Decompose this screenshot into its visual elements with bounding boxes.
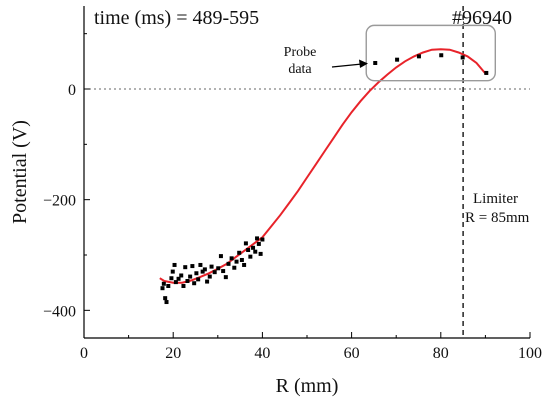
data-point xyxy=(169,276,174,281)
data-point xyxy=(170,269,175,274)
data-point xyxy=(373,60,378,65)
data-point xyxy=(192,281,197,286)
data-point xyxy=(194,271,199,276)
data-point xyxy=(260,237,265,242)
data-point xyxy=(212,270,217,275)
data-point xyxy=(183,265,188,270)
annotations-layer: time (ms) = 489-595 #96940 Probe data Limite… xyxy=(94,7,530,226)
limiter-label-line2: R = 85mm xyxy=(465,210,530,226)
data-point xyxy=(202,267,207,272)
data-point xyxy=(395,57,400,62)
probe-label-line1: Probe xyxy=(284,45,317,60)
probe-arrow-head xyxy=(359,59,368,68)
data-point xyxy=(179,273,184,278)
data-point xyxy=(196,277,201,282)
x-tick-label: 40 xyxy=(254,345,270,362)
data-point xyxy=(209,264,214,269)
y-axis-title: Potential (V) xyxy=(9,120,31,224)
data-point xyxy=(160,286,165,291)
data-point xyxy=(239,257,244,262)
data-point xyxy=(253,249,258,254)
data-point xyxy=(226,261,231,266)
data-point xyxy=(176,276,181,281)
x-tick-label: 60 xyxy=(344,345,360,362)
data-point xyxy=(164,300,169,305)
data-point xyxy=(205,279,210,284)
data-point xyxy=(173,280,178,285)
data-point xyxy=(172,262,177,267)
data-point xyxy=(161,281,166,286)
data-point xyxy=(216,266,221,271)
time-label: time (ms) = 489-595 xyxy=(94,7,259,29)
axes: 0 20 40 60 80 100 −400 −200 0 R (mm) Potential (V) xyxy=(9,6,542,397)
data-point xyxy=(198,262,203,267)
shot-number-label: #96940 xyxy=(452,7,512,29)
data-point xyxy=(190,264,195,269)
data-point xyxy=(416,54,421,59)
data-point xyxy=(166,283,171,288)
guide-lines xyxy=(84,6,530,338)
data-point xyxy=(484,70,489,75)
data-point xyxy=(234,259,239,264)
data-point xyxy=(258,251,263,256)
x-tick-label: 0 xyxy=(80,345,88,362)
data-point xyxy=(232,265,237,270)
data-point xyxy=(256,241,261,246)
data-point xyxy=(200,269,205,274)
fit-curve-layer xyxy=(159,48,487,284)
x-tick-label: 100 xyxy=(518,345,542,362)
data-point xyxy=(255,236,260,241)
data-point xyxy=(237,250,242,255)
fit-curve xyxy=(159,48,487,284)
x-axis-title: R (mm) xyxy=(276,375,339,397)
y-tick-label: −200 xyxy=(43,193,76,210)
data-point xyxy=(185,279,190,284)
data-points-layer xyxy=(160,53,489,305)
data-point xyxy=(460,55,465,60)
data-point xyxy=(188,274,193,279)
data-point xyxy=(242,262,247,267)
x-tick-label: 20 xyxy=(165,345,181,362)
data-point xyxy=(439,53,444,58)
x-tick-label: 80 xyxy=(433,345,449,362)
probe-data-box xyxy=(365,24,496,82)
data-point xyxy=(218,254,223,259)
data-point xyxy=(181,283,186,288)
data-point xyxy=(248,254,253,259)
data-point xyxy=(221,269,226,274)
data-point xyxy=(223,275,228,280)
probe-arrow-line xyxy=(331,63,363,68)
data-point xyxy=(207,274,212,279)
probe-label-line2: data xyxy=(288,62,312,77)
data-point xyxy=(246,248,251,253)
data-point xyxy=(251,245,256,250)
data-point xyxy=(163,296,168,301)
data-point xyxy=(243,241,248,246)
data-point xyxy=(229,256,234,261)
y-tick-label: −400 xyxy=(43,303,76,320)
limiter-label-line1: Limiter xyxy=(473,191,518,207)
y-tick-label: 0 xyxy=(68,82,76,99)
